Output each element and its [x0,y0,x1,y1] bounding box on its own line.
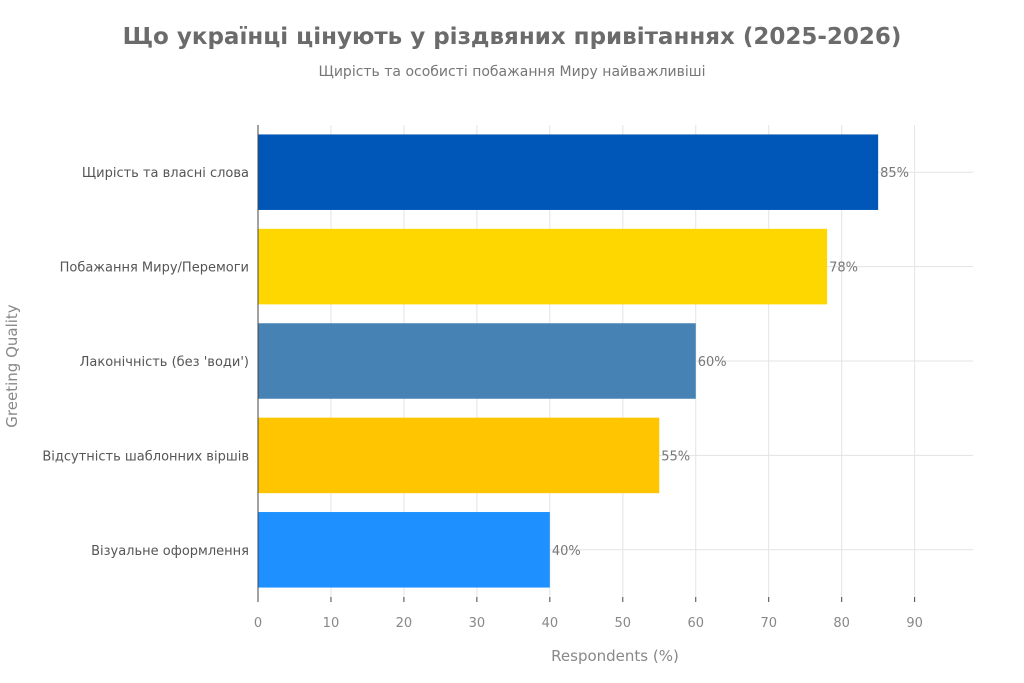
y-axis-label: Greeting Quality [3,304,21,427]
chart-title: Що українці цінують у різдвяних привітан… [123,24,902,50]
x-tick-label: 10 [323,616,340,631]
x-tick-label: 60 [687,616,704,631]
category-label: Візуальне оформлення [91,544,249,559]
x-tick-label: 0 [254,616,262,631]
x-tick-label: 40 [542,616,559,631]
x-tick-label: 90 [906,616,923,631]
x-tick-label: 50 [615,616,632,631]
bar [258,512,550,588]
x-tick-label: 70 [760,616,777,631]
category-label: Відсутність шаблонних віршів [42,449,249,464]
bar [258,134,879,210]
x-tick-label: 30 [469,616,486,631]
data-labels: 85% 78% 60% 55% 40% [552,166,909,559]
bar [258,417,660,494]
category-label: Лаконічність (без 'води') [80,355,249,370]
data-label: 40% [552,544,581,559]
data-label: 55% [661,449,690,464]
x-tick-label: 20 [396,616,413,631]
x-ticks: 0 10 20 30 40 50 60 70 80 90 [254,597,923,631]
data-label: 78% [829,261,858,276]
chart-subtitle: Щирість та особисті побажання Миру найва… [319,64,706,80]
data-label: 60% [698,355,727,370]
category-label: Щирість та власні слова [82,166,249,181]
x-axis-label: Respondents (%) [551,647,679,665]
y-tick-labels: Щирість та власні слова Побажання Миру/Пе… [42,166,249,559]
bar [258,228,828,305]
bars [258,134,879,588]
bar [258,323,696,399]
data-label: 85% [880,166,909,181]
category-label: Побажання Миру/Перемоги [60,261,249,276]
x-tick-label: 80 [833,616,850,631]
